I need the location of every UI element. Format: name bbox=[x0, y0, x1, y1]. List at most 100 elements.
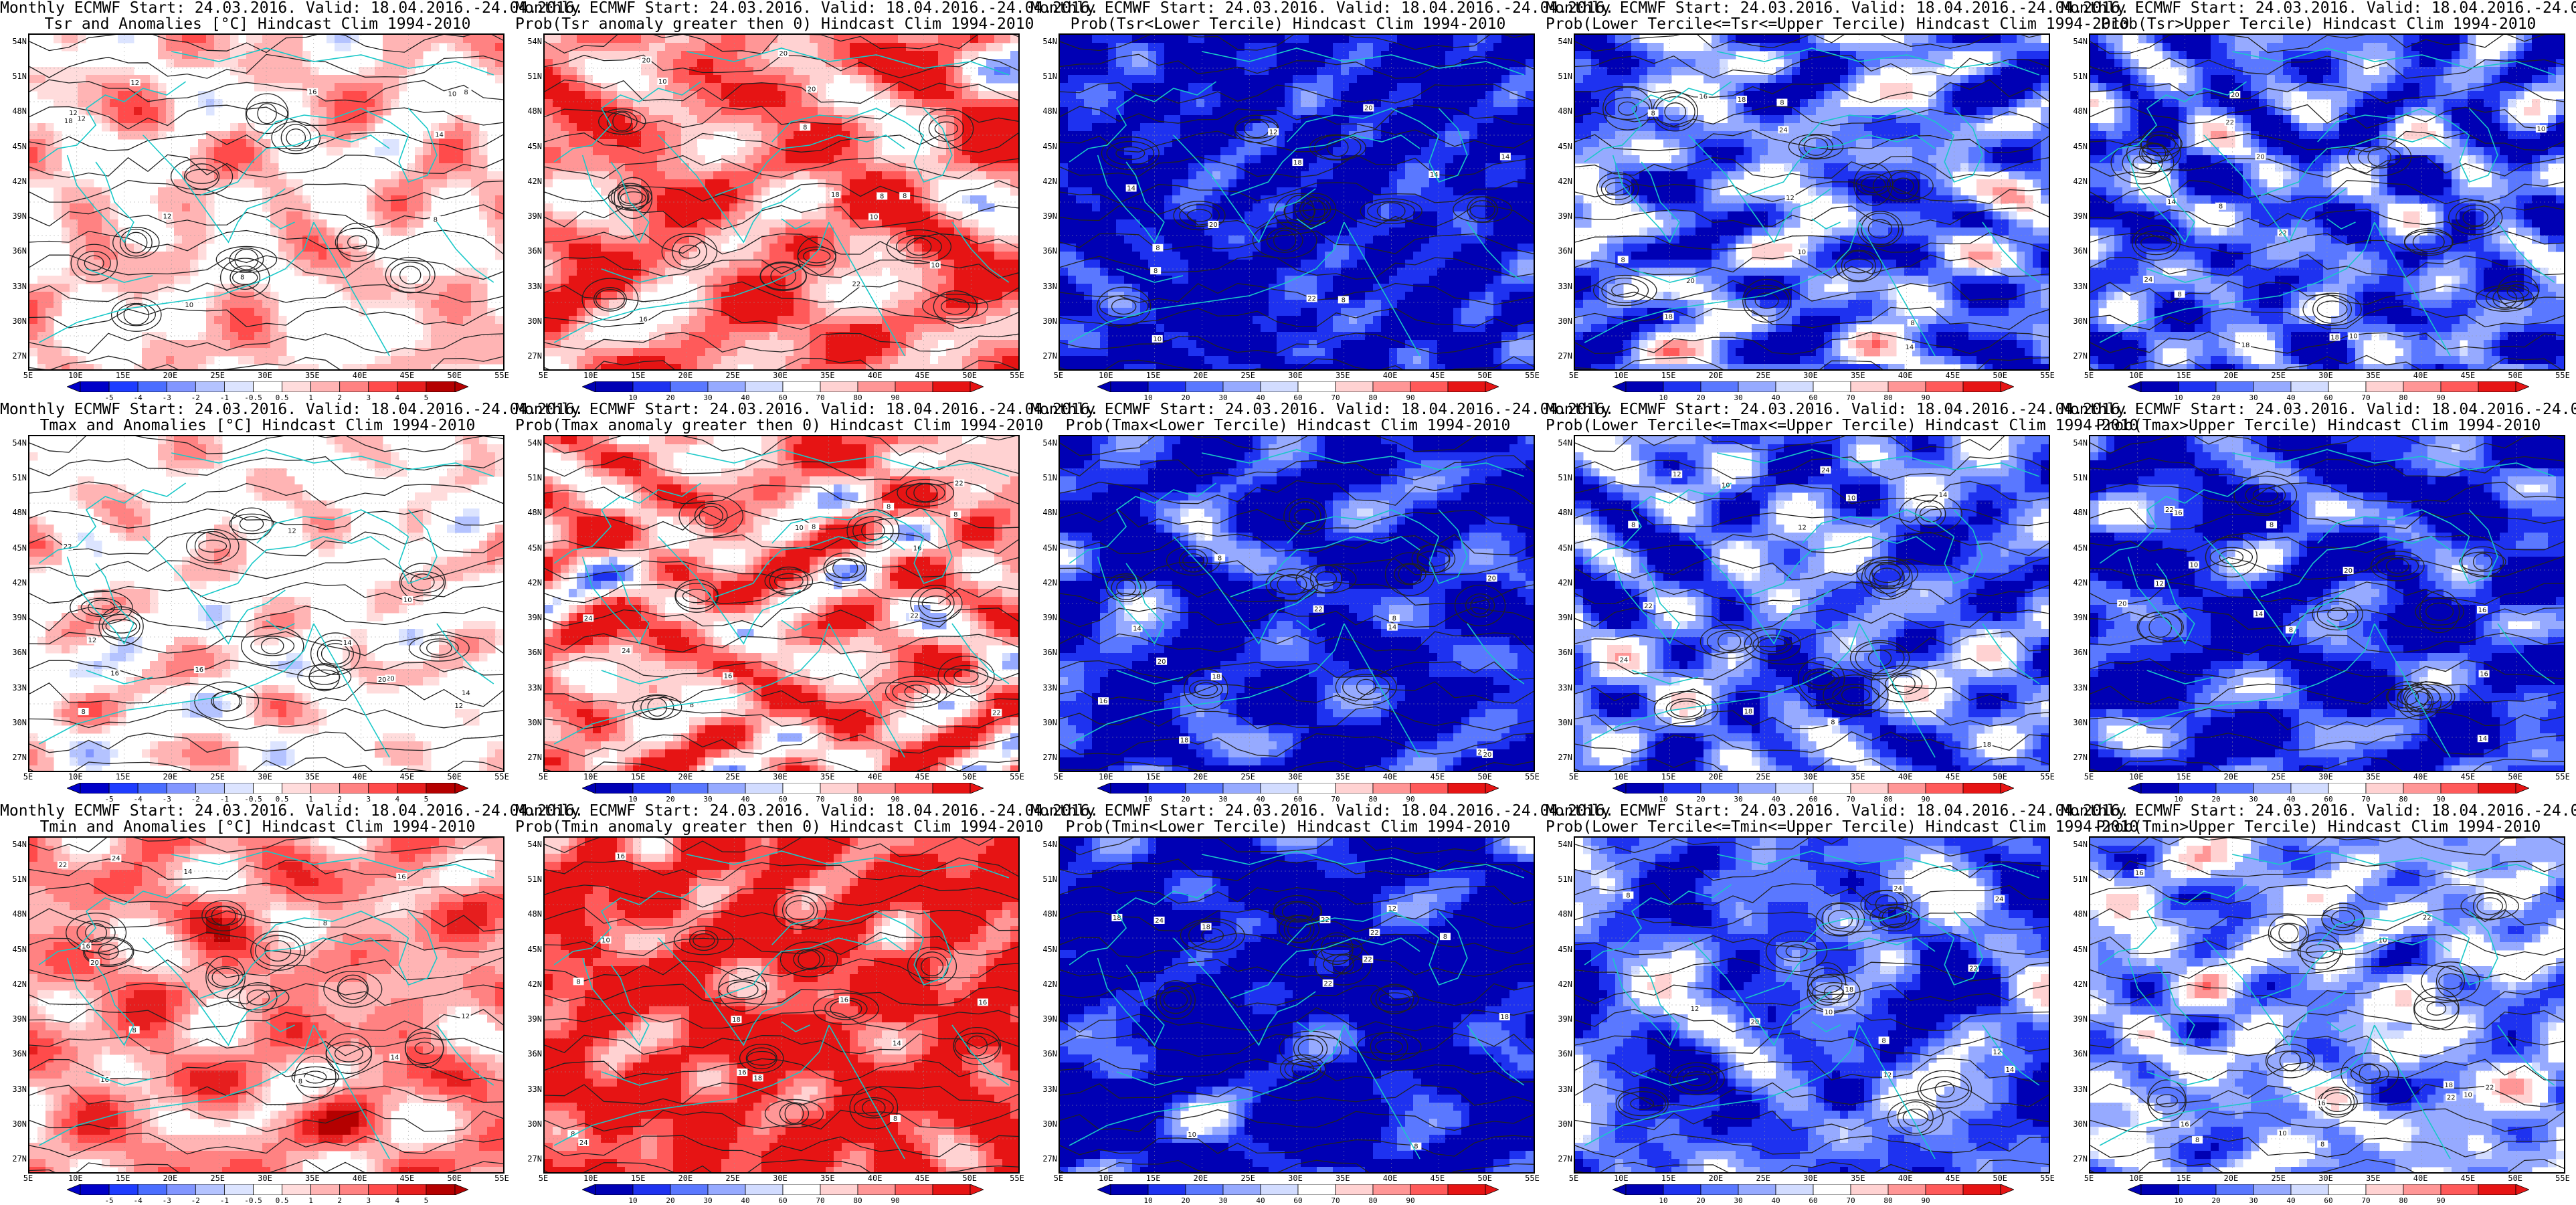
colorbar-swatch bbox=[2366, 783, 2403, 794]
longitude-label: 15E bbox=[2171, 371, 2197, 380]
contour-label: 16 bbox=[616, 853, 625, 860]
colorbar-tick-label: -2 bbox=[185, 1196, 205, 1205]
latitude-label: 39N bbox=[1038, 613, 1057, 622]
longitude-label: 25E bbox=[204, 371, 231, 380]
contour-label: 22 bbox=[1370, 929, 1379, 937]
colorbar-swatch bbox=[167, 381, 195, 392]
colorbar-tick-label: 70 bbox=[1325, 1196, 1346, 1205]
latitude-label: 39N bbox=[2069, 211, 2088, 221]
colorbar-tick-label: 40 bbox=[1766, 1196, 1786, 1205]
contour-label: 12 bbox=[1673, 471, 1681, 478]
colorbar bbox=[67, 1184, 468, 1195]
longitude-label: 20E bbox=[2217, 371, 2244, 380]
map-panel: Monthly ECMWF Start: 24.03.2016. Valid: … bbox=[515, 0, 1030, 401]
colorbar-swatch bbox=[1223, 1184, 1261, 1195]
contour-label: 10 bbox=[658, 78, 667, 86]
colorbar-high-arrow bbox=[2516, 381, 2529, 392]
contour-label: 16 bbox=[979, 999, 988, 1006]
longitude-label: 55E bbox=[2549, 772, 2576, 781]
contour-label: 12 bbox=[88, 637, 96, 644]
contour-label: 20 bbox=[642, 57, 650, 64]
colorbar-swatch bbox=[2403, 783, 2441, 794]
colorbar-swatch bbox=[1626, 1184, 1663, 1195]
latitude-label: 48N bbox=[1038, 106, 1057, 116]
latitude-label: 54N bbox=[8, 37, 27, 46]
colorbar-tick-label: 5 bbox=[416, 1196, 436, 1205]
colorbar-swatch bbox=[1776, 783, 1813, 794]
contour-label: 24 bbox=[1779, 126, 1788, 134]
colorbar-low-arrow bbox=[2128, 381, 2141, 392]
longitude-label: 15E bbox=[110, 772, 136, 781]
panel-title-line2: Prob(Tsr>Upper Tercile) Hindcast Clim 19… bbox=[2061, 16, 2576, 32]
longitude-label: 10E bbox=[2123, 371, 2150, 380]
colorbar-tick-label: 40 bbox=[2281, 1196, 2301, 1205]
longitude-label: 50E bbox=[2502, 371, 2528, 380]
contour-label: 16 bbox=[840, 997, 848, 1004]
colorbar-swatch bbox=[1448, 381, 1485, 392]
colorbar-swatch bbox=[426, 1184, 455, 1195]
colorbar bbox=[2128, 1184, 2529, 1195]
latitude-label: 42N bbox=[8, 980, 27, 989]
colorbar-swatch bbox=[2141, 1184, 2179, 1195]
colorbar-tick-label: 10 bbox=[1653, 1196, 1673, 1205]
colorbar-low-arrow bbox=[1097, 1184, 1111, 1195]
colorbar-swatch bbox=[2366, 381, 2403, 392]
latitude-label: 39N bbox=[1038, 1014, 1057, 1024]
colorbar-tick-label: 80 bbox=[1878, 1196, 1898, 1205]
longitude-label: 45E bbox=[1424, 1174, 1451, 1183]
longitude-label: 30E bbox=[1797, 772, 1824, 781]
contour-label: 8 bbox=[464, 89, 468, 96]
colorbar-low-arrow bbox=[1097, 381, 1111, 392]
longitude-label: 25E bbox=[1750, 371, 1776, 380]
colorbar-tick-label: 60 bbox=[1803, 1196, 1823, 1205]
latitude-label: 42N bbox=[1554, 177, 1572, 186]
contour-label: 10 bbox=[2537, 126, 2545, 133]
contour-label: 8 bbox=[887, 504, 891, 511]
latitude-label: 48N bbox=[1554, 508, 1572, 517]
latitude-label: 27N bbox=[523, 1154, 542, 1164]
latitude-label: 36N bbox=[2069, 1049, 2088, 1058]
longitude-label: 35E bbox=[299, 772, 326, 781]
longitude-label: 15E bbox=[1655, 772, 1682, 781]
longitude-label: 30E bbox=[1282, 1174, 1309, 1183]
latitude-label: 30N bbox=[523, 1119, 542, 1129]
latitude-label: 42N bbox=[2069, 177, 2088, 186]
contour-label: 10 bbox=[1722, 482, 1730, 490]
panel-title-line1: Monthly ECMWF Start: 24.03.2016. Valid: … bbox=[1546, 401, 2061, 418]
colorbar-tick-label: 90 bbox=[885, 1196, 905, 1205]
latitude-label: 33N bbox=[1554, 683, 1572, 692]
colorbar-swatch bbox=[80, 1184, 109, 1195]
latitude-label: 51N bbox=[1554, 473, 1572, 482]
longitude-label: 40E bbox=[2407, 371, 2434, 380]
colorbar-low-arrow bbox=[67, 783, 80, 794]
contour-label: 22 bbox=[2486, 1084, 2494, 1091]
colorbar-tick-label: 70 bbox=[810, 1196, 830, 1205]
contour-label: 12 bbox=[130, 80, 139, 87]
colorbar-high-arrow bbox=[455, 381, 468, 392]
panel-title-line1: Monthly ECMWF Start: 24.03.2016. Valid: … bbox=[2061, 803, 2576, 819]
latitude-label: 30N bbox=[1038, 316, 1057, 326]
latitude-label: 45N bbox=[2069, 142, 2088, 151]
longitude-label: 40E bbox=[862, 1174, 889, 1183]
colorbar-tick-label: 90 bbox=[2431, 1196, 2451, 1205]
contour-label: 18 bbox=[1202, 923, 1210, 931]
latitude-label: 54N bbox=[1554, 840, 1572, 849]
latitude-label: 51N bbox=[1554, 72, 1572, 81]
contour-label: 8 bbox=[1156, 245, 1160, 252]
colorbar-high-arrow bbox=[970, 783, 984, 794]
longitude-label: 50E bbox=[441, 772, 468, 781]
longitude-label: 20E bbox=[672, 1174, 699, 1183]
longitude-label: 55E bbox=[1004, 371, 1030, 380]
colorbar-swatch bbox=[1261, 1184, 1298, 1195]
colorbar bbox=[582, 783, 984, 794]
longitude-label: 5E bbox=[1560, 772, 1587, 781]
latitude-label: 54N bbox=[523, 438, 542, 448]
longitude-label: 30E bbox=[767, 772, 794, 781]
colorbar-tick-label: 1 bbox=[301, 1196, 321, 1205]
contour-label: 8 bbox=[81, 709, 85, 716]
contour-label: 10 bbox=[795, 525, 804, 532]
colorbar-high-arrow bbox=[455, 1184, 468, 1195]
colorbar-swatch bbox=[80, 783, 109, 794]
colorbar-swatch bbox=[1663, 381, 1701, 392]
